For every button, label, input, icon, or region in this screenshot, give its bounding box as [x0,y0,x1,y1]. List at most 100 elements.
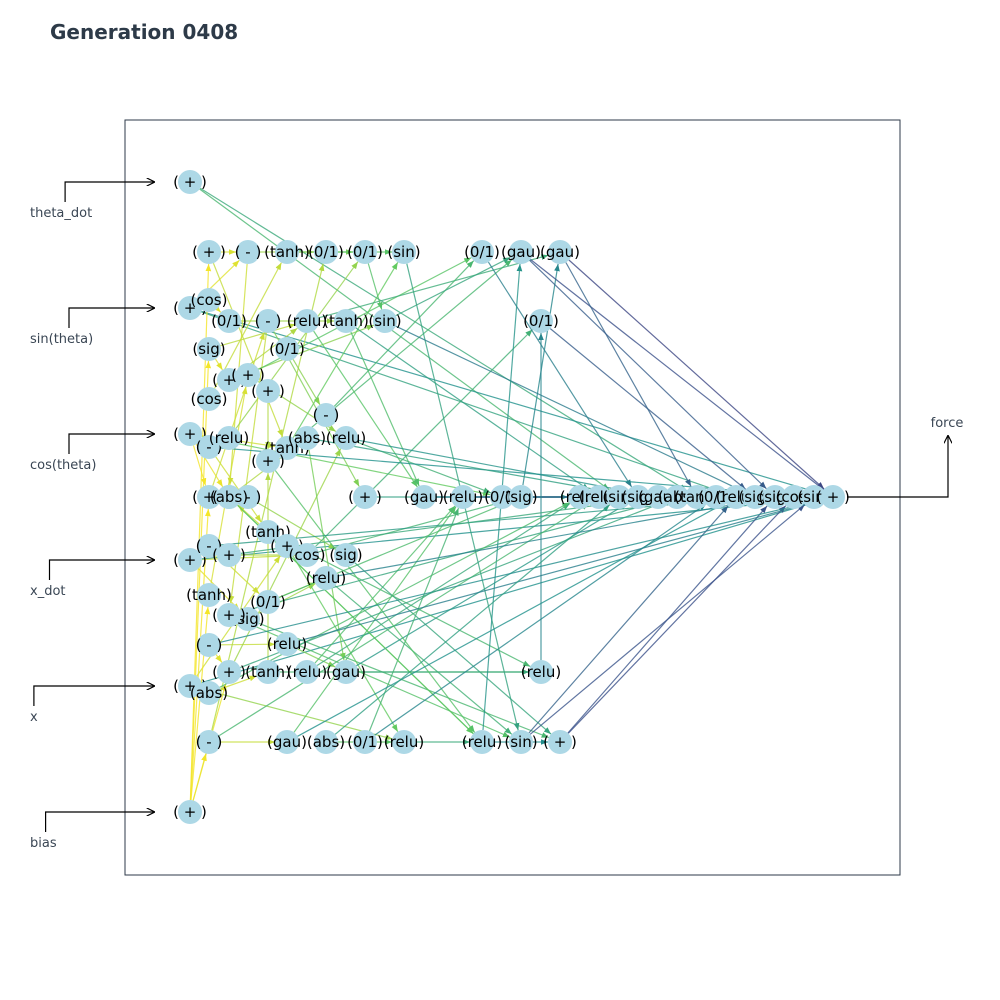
node-a7: ( - ) [196,534,222,558]
node-e2: (tanh) [323,309,369,333]
node-label: (abs) [307,733,345,751]
edge-c7-e5 [257,502,337,550]
node-label: (tanh) [245,663,291,681]
node-label: (abs) [288,429,326,447]
node-circle [256,520,280,544]
node-circle [548,730,572,754]
edge-in5-a3 [189,360,212,801]
node-circle [197,485,221,509]
edge-a9-c11 [220,641,276,648]
node-d2: (relu) [287,309,327,333]
node-a4: (cos) [191,387,227,411]
node-c8: (tanh) [245,520,291,544]
node-h6: (sig) [504,485,538,509]
node-circle [334,543,358,567]
node-circle [295,543,319,567]
node-label: ( - ) [313,406,340,424]
node-label: (cos) [289,546,326,564]
edge-a1-c6 [212,262,284,438]
node-b4: (relu) [209,426,249,450]
node-label: (0/1) [308,243,344,261]
node-circle [802,485,826,509]
node-i4: (gau) [540,240,580,264]
node-label: (abs) [190,684,228,702]
node-h2: (gau) [404,485,444,509]
edge-b7-i5 [258,622,550,739]
node-circle [217,426,241,450]
node-circle [236,485,260,509]
edge-a10-j1 [219,502,570,688]
node-c13: (gau) [267,730,307,754]
node-g3: (relu) [384,730,424,754]
node-label: (sin) [387,243,420,261]
node-circle [529,309,553,333]
node-circle [217,485,241,509]
node-circle [256,379,280,403]
node-circle [470,730,494,754]
node-circle [236,240,260,264]
output-label: force [931,416,964,431]
node-c11: (relu) [267,632,307,656]
node-circle [646,485,670,509]
node-circle [529,660,553,684]
node-circle [197,435,221,459]
node-circle [392,240,416,264]
edge-in2-h5 [201,435,491,496]
node-label: (tanh) [323,312,369,330]
node-label: (gau) [404,488,444,506]
node-d6: (relu) [287,660,327,684]
node-label: (0/1) [347,733,383,751]
node-e6: (gau) [326,660,366,684]
edge-d3-j4 [318,439,627,497]
node-circle [470,240,494,264]
node-circle [334,426,358,450]
node-c9: ( + ) [270,534,304,558]
node-c10: (0/1) [250,590,286,614]
node-circle [412,485,436,509]
node-h3: (relu) [443,485,483,509]
node-i6: (relu) [521,660,561,684]
edge-a4-c1 [214,262,282,389]
node-circle [743,485,767,509]
node-label: (relu) [462,733,502,751]
node-circle [587,485,611,509]
diagram-title: Generation 0408 [50,20,239,44]
node-label: ( + ) [270,537,304,555]
input-arrow [45,812,154,832]
node-e1: (0/1) [347,240,383,264]
node-label: ( + ) [173,173,207,191]
node-circle [178,296,202,320]
node-label: (0/1) [211,312,247,330]
input-arrow [33,686,154,706]
node-c5: ( + ) [251,379,285,403]
node-circle [275,730,299,754]
node-c4: ( + ) [231,363,265,387]
node-label: ( + ) [173,425,207,443]
node-j10: (sig) [738,485,772,509]
node-label: (relu) [306,569,346,587]
node-d4: (cos) [289,543,326,567]
node-circle [704,485,728,509]
input-arrow [64,182,154,202]
node-label: (sig) [192,340,225,358]
edge-i2-j9 [528,505,729,734]
node-circle [353,240,377,264]
node-circle [509,485,533,509]
node-f2: ( + ) [251,449,285,473]
node-circle [568,485,592,509]
node-label: (tanh) [245,523,291,541]
node-label: ( - ) [235,488,262,506]
node-circle [217,660,241,684]
node-circle [353,485,377,509]
node-circle [275,240,299,264]
node-in5: ( + ) [173,800,207,824]
node-h4: (0/1) [464,240,500,264]
node-label: (relu) [267,635,307,653]
input-label: theta_dot [30,206,92,221]
edge-d2-i4 [318,254,549,319]
input-arrow [68,308,154,328]
output-arrow [847,436,948,498]
node-circle [275,534,299,558]
node-i5: ( + ) [543,730,577,754]
node-label: ( + ) [816,488,850,506]
